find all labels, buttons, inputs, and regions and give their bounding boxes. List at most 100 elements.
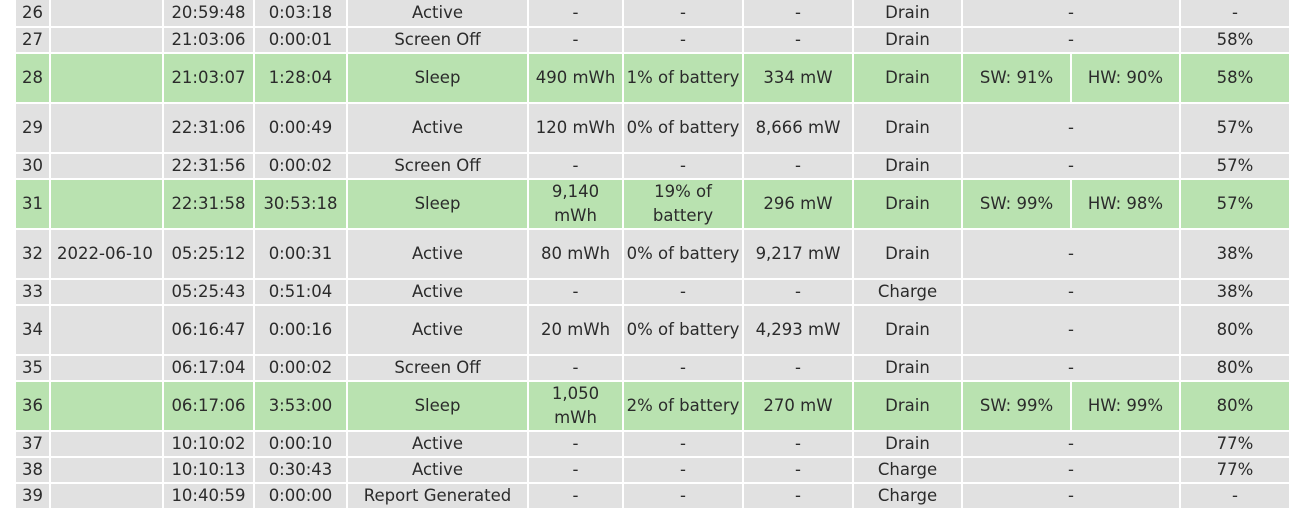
source-cell: Charge — [854, 484, 961, 510]
drain-rate-cell: - — [744, 0, 852, 28]
drain-rate-cell: 9,217 mW — [744, 230, 852, 280]
date-cell — [51, 0, 162, 28]
battery-percent-cell: - — [624, 28, 742, 54]
drain-rate-cell: 4,293 mW — [744, 306, 852, 356]
drain-rate-cell: - — [744, 432, 852, 458]
remaining-capacity-cell: - — [1181, 0, 1289, 28]
row-number-cell: 29 — [16, 104, 49, 154]
row-number-cell: 39 — [16, 484, 49, 510]
drips-cell: - — [963, 432, 1179, 458]
duration-cell: 30:53:18 — [255, 180, 346, 230]
battery-percent-cell: - — [624, 356, 742, 382]
row-number-cell: 31 — [16, 180, 49, 230]
row-number-cell: 26 — [16, 0, 49, 28]
table-row: 29 22:31:06 0:00:49 Active 120 mWh 0% of batt… — [16, 104, 1289, 154]
duration-cell: 1:28:04 — [255, 54, 346, 104]
battery-percent-cell: 1% of battery — [624, 54, 742, 104]
drips-cell: - — [963, 280, 1179, 306]
date-cell — [51, 432, 162, 458]
table-row: 32 2022-06-10 05:25:12 0:00:31 Active 80 mWh 0… — [16, 230, 1289, 280]
duration-cell: 0:00:00 — [255, 484, 346, 510]
duration-cell: 0:00:01 — [255, 28, 346, 54]
energy-drained-cell: 490 mWh — [529, 54, 622, 104]
drain-rate-cell: - — [744, 458, 852, 484]
start-time-cell: 20:59:48 — [164, 0, 253, 28]
source-cell: Charge — [854, 458, 961, 484]
table-row: 26 20:59:48 0:03:18 Active - - - Drain - - — [16, 0, 1289, 28]
battery-percent-cell: 2% of battery — [624, 382, 742, 432]
start-time-cell: 05:25:12 — [164, 230, 253, 280]
row-number-cell: 36 — [16, 382, 49, 432]
start-time-cell: 06:17:04 — [164, 356, 253, 382]
energy-drained-cell: - — [529, 28, 622, 54]
energy-drained-cell: - — [529, 484, 622, 510]
source-cell: Drain — [854, 154, 961, 180]
battery-percent-cell: - — [624, 432, 742, 458]
battery-percent-cell: - — [624, 0, 742, 28]
start-time-cell: 10:10:02 — [164, 432, 253, 458]
source-cell: Drain — [854, 230, 961, 280]
drain-rate-cell: - — [744, 154, 852, 180]
start-time-cell: 21:03:06 — [164, 28, 253, 54]
source-cell: Drain — [854, 54, 961, 104]
start-time-cell: 06:17:06 — [164, 382, 253, 432]
duration-cell: 0:03:18 — [255, 0, 346, 28]
date-cell — [51, 28, 162, 54]
table-row: 35 06:17:04 0:00:02 Screen Off - - - Drain -80% — [16, 356, 1289, 382]
energy-drained-cell: - — [529, 432, 622, 458]
start-time-cell: 22:31:58 — [164, 180, 253, 230]
state-cell: Active — [348, 104, 527, 154]
remaining-capacity-cell: 77% — [1181, 458, 1289, 484]
start-time-cell: 22:31:06 — [164, 104, 253, 154]
source-cell: Drain — [854, 356, 961, 382]
energy-drained-cell: - — [529, 280, 622, 306]
row-number-cell: 37 — [16, 432, 49, 458]
date-cell — [51, 484, 162, 510]
battery-percent-cell: - — [624, 154, 742, 180]
remaining-capacity-cell: 77% — [1181, 432, 1289, 458]
start-time-cell: 22:31:56 — [164, 154, 253, 180]
energy-drained-cell: 80 mWh — [529, 230, 622, 280]
drips-cell: - — [963, 230, 1179, 280]
duration-cell: 0:51:04 — [255, 280, 346, 306]
state-cell: Sleep — [348, 180, 527, 230]
battery-percent-cell: - — [624, 458, 742, 484]
drips-cell: - — [963, 458, 1179, 484]
date-cell — [51, 458, 162, 484]
table-row: 36 06:17:06 3:53:00 Sleep 1,050 mWh 2% of bat… — [16, 382, 1289, 432]
date-cell — [51, 54, 162, 104]
table-row: 39 10:40:59 0:00:00 Report Generated - - - Char… — [16, 484, 1289, 510]
energy-drained-cell: 1,050 mWh — [529, 382, 622, 432]
duration-cell: 0:30:43 — [255, 458, 346, 484]
energy-drained-cell: - — [529, 458, 622, 484]
start-time-cell: 05:25:43 — [164, 280, 253, 306]
remaining-capacity-cell: 80% — [1181, 382, 1289, 432]
drain-rate-cell: 296 mW — [744, 180, 852, 230]
state-cell: Screen Off — [348, 154, 527, 180]
row-number-cell: 30 — [16, 154, 49, 180]
state-cell: Active — [348, 280, 527, 306]
row-number-cell: 34 — [16, 306, 49, 356]
date-cell — [51, 306, 162, 356]
software-drips-cell: SW: 91% — [963, 54, 1070, 104]
state-cell: Sleep — [348, 54, 527, 104]
hardware-drips-cell: HW: 99% — [1072, 382, 1179, 432]
date-cell — [51, 180, 162, 230]
drain-rate-cell: 8,666 mW — [744, 104, 852, 154]
state-cell: Report Generated — [348, 484, 527, 510]
row-number-cell: 38 — [16, 458, 49, 484]
source-cell: Drain — [854, 180, 961, 230]
drain-rate-cell: - — [744, 28, 852, 54]
remaining-capacity-cell: 80% — [1181, 306, 1289, 356]
battery-percent-cell: 0% of battery — [624, 104, 742, 154]
software-drips-cell: SW: 99% — [963, 180, 1070, 230]
drain-rate-cell: - — [744, 484, 852, 510]
duration-cell: 0:00:10 — [255, 432, 346, 458]
drain-rate-cell: 270 mW — [744, 382, 852, 432]
state-cell: Active — [348, 230, 527, 280]
state-cell: Active — [348, 306, 527, 356]
energy-drained-cell: - — [529, 356, 622, 382]
energy-drained-cell: 9,140 mWh — [529, 180, 622, 230]
remaining-capacity-cell: 57% — [1181, 104, 1289, 154]
remaining-capacity-cell: 80% — [1181, 356, 1289, 382]
